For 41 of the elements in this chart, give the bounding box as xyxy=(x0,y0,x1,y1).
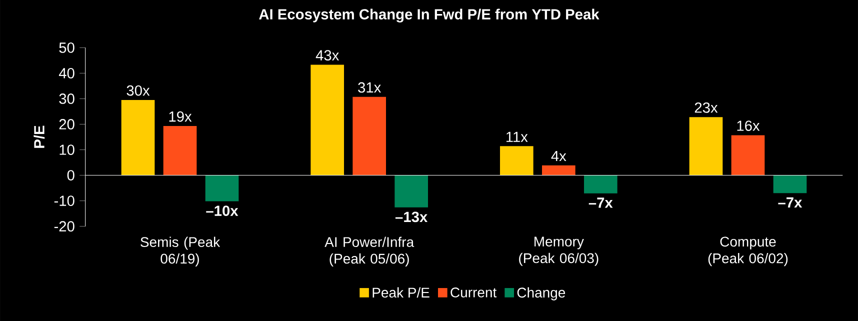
y-tick-label: -20 xyxy=(54,221,74,232)
y-tick-label: 40 xyxy=(58,68,74,78)
legend-label: Peak P/E xyxy=(372,287,430,298)
data-label: –7x xyxy=(778,197,802,208)
y-tick-label: 0 xyxy=(67,170,74,180)
bar xyxy=(731,135,765,176)
data-label: 23x xyxy=(694,102,718,113)
x-tick-label: Semis (Peak 06/19) xyxy=(140,236,220,266)
x-tick-label: Memory (Peak 06/03) xyxy=(519,236,598,266)
bar xyxy=(394,175,428,208)
data-label: 4x xyxy=(551,150,566,162)
y-tick-label: 50 xyxy=(59,42,74,53)
bar xyxy=(584,175,618,194)
x-tick-label: AI Power/Infra (Peak 05/06) xyxy=(324,236,414,266)
y-tick-label: 20 xyxy=(59,119,74,130)
data-label: 11x xyxy=(506,132,528,142)
y-axis-title: P/E xyxy=(34,126,45,148)
y-tick-label: 30 xyxy=(59,94,74,104)
data-label: 31x xyxy=(358,82,381,93)
data-label: –7x xyxy=(588,198,613,208)
y-tick-label: 10 xyxy=(60,144,74,155)
bar xyxy=(121,100,155,176)
legend-label: Change xyxy=(517,287,566,300)
bar xyxy=(205,175,239,202)
x-tick-label: Compute (Peak 06/02) xyxy=(708,236,788,266)
chart-title: AI Ecosystem Change In Fwd P/E from YTD Peak xyxy=(259,8,600,22)
data-label: 43x xyxy=(316,50,339,61)
bar xyxy=(542,165,576,176)
bar xyxy=(500,146,534,176)
bar xyxy=(689,117,723,176)
legend-label: Current xyxy=(450,288,497,298)
data-label: 16x xyxy=(737,120,760,131)
y-tick-label: -10 xyxy=(54,196,74,206)
data-label: –13x xyxy=(395,212,428,222)
data-label: 19x xyxy=(169,111,192,122)
bar xyxy=(773,175,807,194)
data-label: 30x xyxy=(126,85,150,96)
bar xyxy=(310,64,344,176)
bar xyxy=(352,96,386,176)
bar xyxy=(163,126,197,176)
data-label: –10x xyxy=(206,206,238,216)
